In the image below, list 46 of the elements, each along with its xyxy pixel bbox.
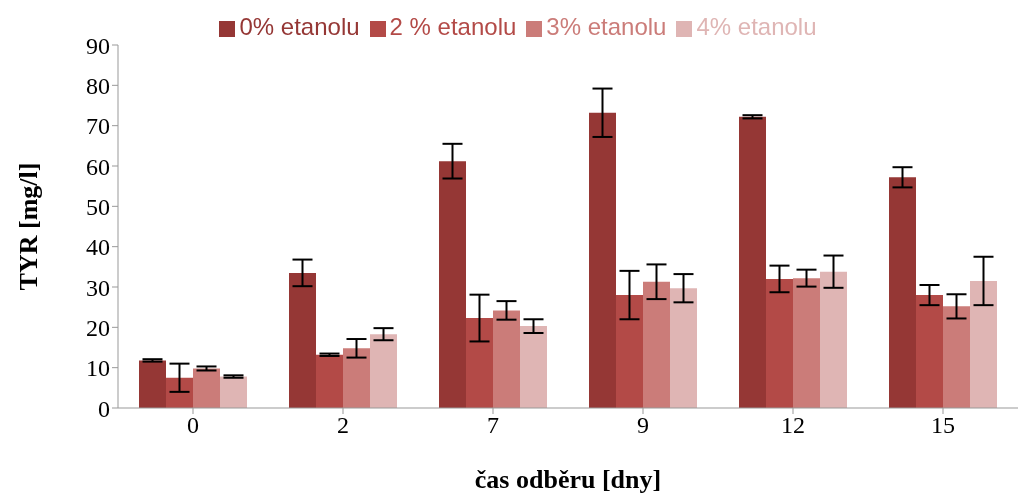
- legend-label: 4% etanolu: [696, 13, 817, 40]
- bar: [343, 348, 370, 408]
- bar: [139, 360, 166, 408]
- x-tick-label: 12: [781, 412, 805, 439]
- bar: [766, 278, 793, 408]
- bar: [643, 281, 670, 408]
- y-tick-label: 80: [86, 72, 110, 99]
- y-tick-label: 40: [86, 234, 110, 261]
- bar: [316, 354, 343, 408]
- legend-label: 3% etanolu: [546, 13, 667, 40]
- x-axis-title: čas odběru [dny]: [474, 465, 662, 494]
- y-tick-label: 0: [98, 395, 110, 422]
- bar: [370, 334, 397, 408]
- y-tick-label: 50: [86, 193, 110, 220]
- bar: [670, 288, 697, 408]
- bar: [289, 272, 316, 408]
- bar: [970, 280, 997, 408]
- y-tick-label: 60: [86, 153, 110, 180]
- legend-label: 0% etanolu: [239, 13, 360, 40]
- legend-label: 2 % etanolu: [389, 13, 517, 40]
- x-tick-label: 2: [337, 412, 349, 439]
- bar: [589, 112, 616, 408]
- bar: [616, 295, 643, 408]
- y-tick-label: 70: [86, 113, 110, 140]
- y-tick-label: 90: [86, 32, 110, 59]
- bar: [739, 116, 766, 408]
- bar: [820, 271, 847, 408]
- bar: [889, 177, 916, 408]
- x-tick-label: 15: [931, 412, 955, 439]
- bar: [439, 161, 466, 408]
- y-tick-label: 30: [86, 274, 110, 301]
- x-tick-label: 9: [637, 412, 649, 439]
- y-tick-label: 20: [86, 314, 110, 341]
- y-axis-title: TYR [mg/l]: [14, 162, 44, 291]
- bar: [793, 278, 820, 408]
- bar: [193, 368, 220, 408]
- y-tick-label: 10: [86, 355, 110, 382]
- bar: [220, 376, 247, 408]
- bar: [166, 377, 193, 408]
- bar: [916, 295, 943, 408]
- bar: [466, 318, 493, 408]
- bar: [520, 326, 547, 408]
- x-tick-label: 0: [187, 412, 199, 439]
- bar: [943, 306, 970, 408]
- x-tick-label: 7: [487, 412, 499, 439]
- bar: [493, 310, 520, 408]
